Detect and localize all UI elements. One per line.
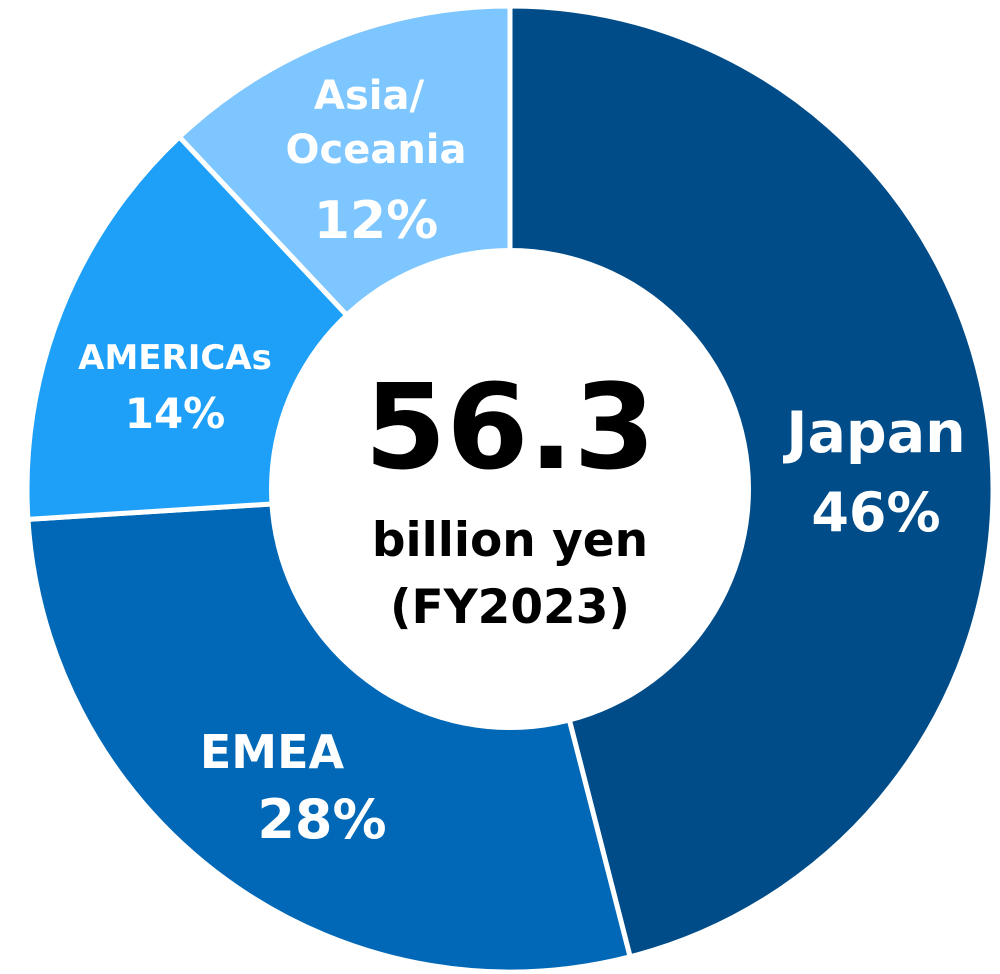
center-summary: 56.3 billion yen (FY2023) (364, 358, 655, 635)
slice-label-asia-oceania: Asia/ Oceania (285, 73, 466, 173)
donut-hole (269, 248, 751, 730)
slice-value-japan: 46% (811, 481, 940, 544)
slice-japan (507, 3, 996, 960)
slice-label-asia-oceania-text: Asia/ (314, 73, 424, 119)
slice-value-asia-oceania: 12% (314, 191, 438, 251)
center-unit: billion yen (372, 513, 648, 568)
slice-label-japan: Japan (782, 400, 966, 466)
center-total-value: 56.3 (364, 358, 655, 496)
slice-value-americas: 14% (125, 389, 226, 438)
slice-label-emea: EMEA (200, 725, 345, 779)
slice-value-emea: 28% (257, 788, 386, 851)
center-period: (FY2023) (390, 580, 630, 635)
slice-labels-group: Japan 46% EMEA 28% AMERICAs 14% Asia/ Oc… (78, 73, 966, 851)
slice-label-americas: AMERICAs (78, 338, 272, 378)
slice-label-asia-oceania-line2: Oceania (285, 127, 466, 173)
